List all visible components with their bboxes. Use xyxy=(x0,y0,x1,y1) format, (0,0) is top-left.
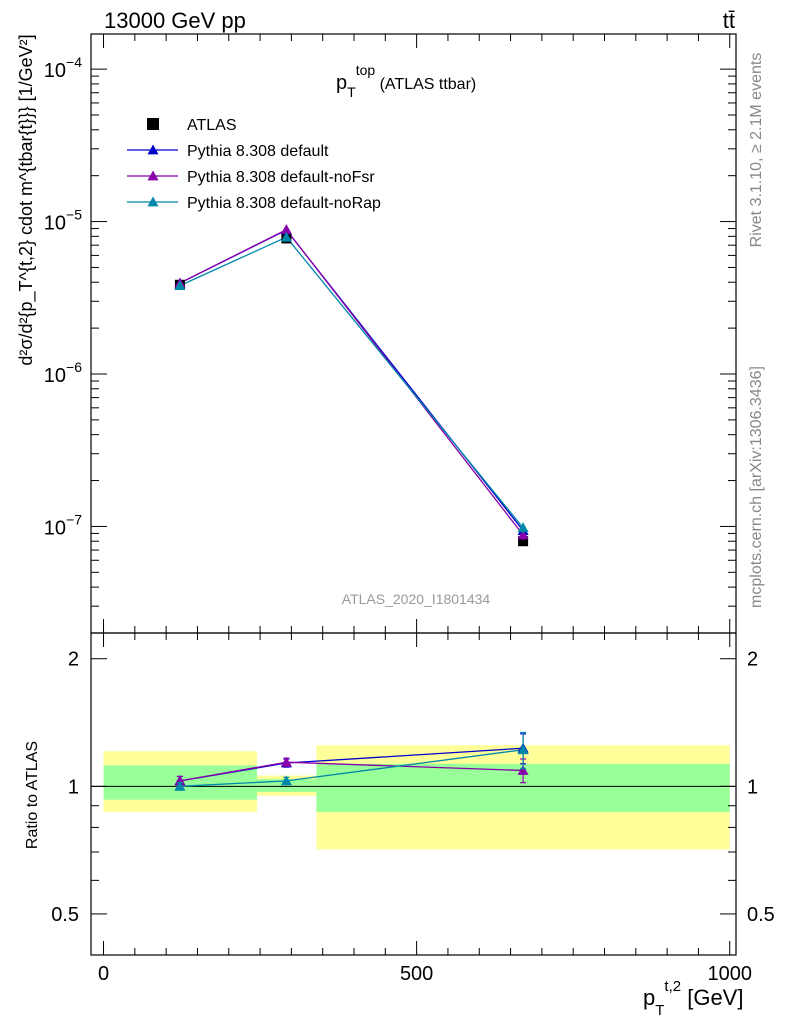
legend-marker-2 xyxy=(147,196,159,207)
main-y-tick-label: 10−6 xyxy=(44,359,82,387)
x-axis-label: pTt,2 [GeV] xyxy=(643,978,743,1019)
main-y-tick-label: 10−4 xyxy=(44,54,82,82)
analysis-watermark: ATLAS_2020_I1801434 xyxy=(342,591,491,607)
x-tick-label: 1000 xyxy=(707,963,752,985)
main-y-tick-label: 10−7 xyxy=(44,511,82,539)
ratio-y-tick-label-left: 2 xyxy=(68,649,79,671)
plot-frames xyxy=(90,33,737,956)
main-series-line-2 xyxy=(179,236,524,529)
legend: ATLAS Pythia 8.308 default Pythia 8.308 de… xyxy=(127,117,381,212)
ratio-y-axis-label: Ratio to ATLAS xyxy=(24,741,41,849)
ratio-y-tick-label-right: 0.5 xyxy=(747,904,775,926)
main-series-point-2 xyxy=(174,280,186,291)
ratio-panel-frame xyxy=(90,632,737,956)
rivet-version-label: Rivet 3.1.10, ≥ 2.1M events xyxy=(748,53,765,248)
main-series-point-2 xyxy=(280,231,292,242)
ratio-y-tick-label-left: 0.5 xyxy=(51,904,79,926)
main-series-point-1 xyxy=(280,224,292,235)
x-tick-label: 0 xyxy=(98,963,109,985)
ratio-uncertainty-bands xyxy=(103,745,730,850)
main-y-axis-label: d²σ/d²{p_T^{t,2} cdot m^{tbar{t}}} [1/Ge… xyxy=(16,34,37,365)
atlas-data-point xyxy=(518,536,529,547)
green-band-1 xyxy=(256,779,317,792)
ratio-y-tick-label-right: 1 xyxy=(747,776,758,798)
ratio-series-point-1 xyxy=(280,756,292,767)
ratio-y-tick-label-left: 1 xyxy=(68,776,79,798)
series-markers xyxy=(174,224,529,791)
series-lines xyxy=(179,228,524,787)
ratio-series-point-2 xyxy=(174,780,186,791)
x-tick-label: 500 xyxy=(400,963,433,985)
legend-label-0: Pythia 8.308 default xyxy=(187,143,329,160)
ratio-y-tick-label-right: 2 xyxy=(747,649,758,671)
main-series-line-1 xyxy=(179,228,524,536)
ratio-series-point-2 xyxy=(517,744,529,755)
legend-atlas-label: ATLAS xyxy=(187,117,237,134)
legend-label-1: Pythia 8.308 default-noFsr xyxy=(187,169,375,186)
ratio-series-point-1 xyxy=(517,764,529,775)
header-right-label: tt̄ xyxy=(723,8,735,33)
main-series-line-0 xyxy=(179,229,524,531)
mcplots-source-label: mcplots.cern.ch [arXiv:1306.3436] xyxy=(748,366,765,608)
axis-ticks: 0 500 1000 10−7 10−6 10−5 10−4 0.5 0.5 1 1 2 2 xyxy=(44,34,775,985)
legend-marker-0 xyxy=(147,144,159,155)
legend-marker-1 xyxy=(147,170,159,181)
main-series-point-1 xyxy=(517,529,529,540)
main-y-tick-label: 10−5 xyxy=(44,207,82,235)
legend-label-2: Pythia 8.308 default-noRap xyxy=(187,195,381,212)
ratio-series-point-2 xyxy=(280,775,292,786)
main-plot-title: pTtop (ATLAS ttbar) xyxy=(336,62,476,100)
header-left-label: 13000 GeV pp xyxy=(104,8,246,33)
main-series-point-2 xyxy=(517,522,529,533)
legend-atlas-marker xyxy=(147,118,159,130)
